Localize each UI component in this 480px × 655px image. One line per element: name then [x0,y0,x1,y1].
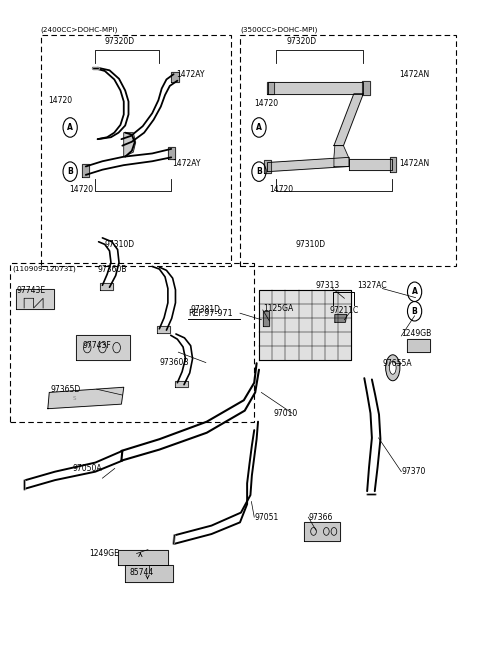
Text: 97360B: 97360B [159,358,189,367]
Polygon shape [83,164,89,177]
Text: 1125GA: 1125GA [263,303,293,312]
Polygon shape [266,82,274,94]
Text: 1472AY: 1472AY [173,159,201,168]
Ellipse shape [385,355,400,381]
Text: 97320D: 97320D [287,37,317,47]
Polygon shape [303,522,340,540]
Text: 97655A: 97655A [383,359,412,367]
Polygon shape [268,82,363,94]
Polygon shape [335,314,347,322]
Polygon shape [349,159,392,170]
Polygon shape [168,147,175,159]
Text: 97010: 97010 [273,409,298,418]
Text: 1472AY: 1472AY [176,69,204,79]
Text: 97320D: 97320D [105,37,135,47]
Text: 97370: 97370 [401,467,426,476]
Polygon shape [175,381,188,387]
Text: 1472AN: 1472AN [399,159,430,168]
Polygon shape [76,335,130,360]
Polygon shape [124,133,136,157]
Polygon shape [118,550,168,565]
Text: 97050A: 97050A [73,464,103,473]
Polygon shape [264,160,271,173]
Polygon shape [100,284,113,290]
Text: 97310D: 97310D [105,240,135,249]
Text: 14720: 14720 [69,185,93,194]
Text: 97743E: 97743E [16,286,45,295]
Text: B: B [412,307,418,316]
Polygon shape [157,326,170,333]
Text: 97360B: 97360B [97,265,127,274]
Text: (2400CC>DOHC-MPI): (2400CC>DOHC-MPI) [41,27,118,33]
Text: 97743F: 97743F [83,341,111,350]
Text: 14720: 14720 [48,96,72,105]
Text: 97211C: 97211C [329,306,359,315]
Text: 97051: 97051 [254,513,278,521]
Text: A: A [412,288,418,296]
Ellipse shape [389,362,396,374]
Text: 1327AC: 1327AC [358,282,387,290]
Text: REF.97-971: REF.97-971 [188,309,232,318]
Text: 97381D: 97381D [190,305,220,314]
Text: 97313: 97313 [316,282,340,290]
Polygon shape [407,339,430,352]
Text: 14720: 14720 [254,99,278,108]
Polygon shape [16,289,54,309]
Text: 97366: 97366 [308,513,333,521]
Polygon shape [334,145,349,166]
Text: (3500CC>DOHC-MPI): (3500CC>DOHC-MPI) [240,27,317,33]
Text: A: A [67,123,73,132]
Polygon shape [48,387,124,409]
Polygon shape [390,157,396,172]
Text: 97365D: 97365D [50,384,81,394]
Text: 1249GB: 1249GB [401,329,432,339]
Text: B: B [67,167,73,176]
Text: 97310D: 97310D [296,240,326,249]
Text: 1249GE: 1249GE [89,549,119,558]
Text: A: A [256,123,262,132]
Text: 1472AN: 1472AN [399,69,430,79]
Polygon shape [171,72,179,82]
Text: 85744: 85744 [130,568,154,577]
Polygon shape [125,565,173,582]
Text: (110909-120731): (110909-120731) [12,266,76,272]
Polygon shape [259,290,351,360]
Polygon shape [362,81,370,95]
Text: 14720: 14720 [269,185,294,194]
Text: S: S [72,396,76,402]
Polygon shape [263,311,269,326]
Polygon shape [334,94,363,145]
Text: B: B [256,167,262,176]
Polygon shape [267,157,349,172]
